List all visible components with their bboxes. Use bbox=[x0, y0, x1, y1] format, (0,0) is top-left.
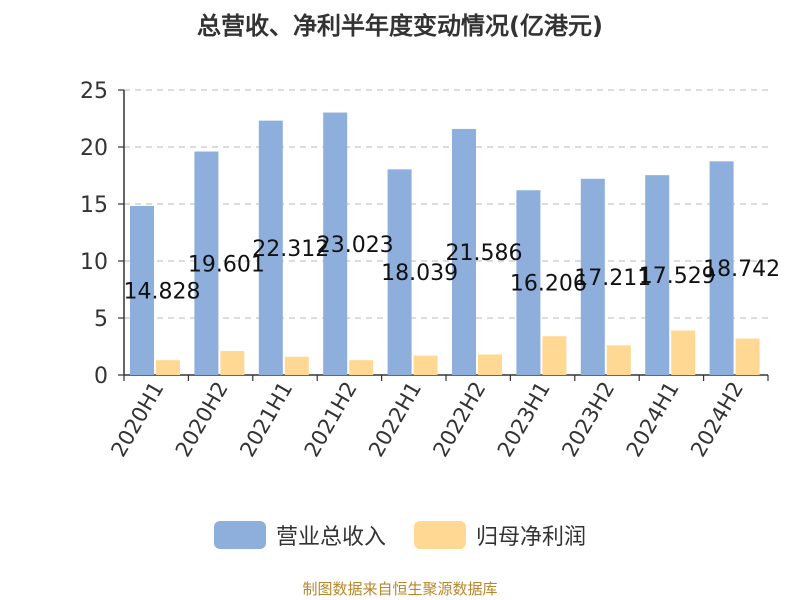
x-tick-label: 2024H2 bbox=[686, 378, 748, 462]
data-label-revenue: 23.023 bbox=[317, 233, 394, 258]
legend-item-net-profit[interactable]: 归母净利润 bbox=[414, 519, 586, 551]
bar-revenue bbox=[258, 120, 283, 376]
y-tick-label: 0 bbox=[94, 364, 108, 389]
data-label-revenue: 16.206 bbox=[510, 272, 587, 297]
data-label-revenue: 19.601 bbox=[188, 252, 265, 277]
bar-net-profit bbox=[284, 356, 309, 375]
bar-net-profit bbox=[478, 354, 502, 375]
bar-revenue bbox=[516, 190, 541, 375]
x-tick-label: 2023H1 bbox=[493, 378, 555, 462]
bar-net-profit bbox=[413, 355, 438, 375]
bar-net-profit bbox=[220, 351, 245, 375]
bar-net-profit bbox=[349, 360, 374, 375]
y-tick-label: 25 bbox=[80, 79, 108, 104]
legend-label-revenue: 营业总收入 bbox=[275, 525, 386, 550]
bar-net-profit bbox=[606, 345, 631, 375]
bar-revenue bbox=[580, 178, 605, 375]
bar-revenue bbox=[709, 161, 734, 375]
bar-revenue bbox=[130, 205, 154, 375]
source-note: 制图数据来自恒生聚源数据库 bbox=[302, 580, 498, 598]
data-label-revenue: 21.586 bbox=[446, 241, 523, 266]
data-label-revenue: 22.312 bbox=[252, 237, 329, 262]
bar-revenue bbox=[323, 112, 348, 375]
y-tick-label: 5 bbox=[94, 307, 108, 332]
y-tick-label: 10 bbox=[80, 250, 108, 275]
bar-net-profit bbox=[542, 336, 567, 375]
data-label-revenue: 14.828 bbox=[124, 279, 201, 304]
legend-swatch-net-profit bbox=[414, 521, 466, 549]
bar-revenue bbox=[387, 169, 412, 375]
legend-item-revenue[interactable]: 营业总收入 bbox=[213, 519, 386, 551]
x-tick-label: 2020H1 bbox=[106, 378, 168, 462]
y-tick-label: 15 bbox=[80, 193, 108, 218]
data-label-revenue: 18.039 bbox=[381, 261, 458, 286]
x-tick-label: 2020H2 bbox=[171, 378, 233, 462]
bar-net-profit bbox=[671, 330, 696, 375]
legend: 营业总收入 归母净利润 bbox=[0, 519, 800, 551]
bar-net-profit bbox=[735, 338, 760, 375]
bar-revenue bbox=[452, 128, 476, 375]
bar-revenue bbox=[194, 151, 219, 375]
x-tick-label: 2022H1 bbox=[364, 378, 426, 462]
x-tick-label: 2021H1 bbox=[235, 378, 297, 462]
bar-revenue bbox=[645, 175, 670, 375]
legend-label-net-profit: 归母净利润 bbox=[476, 525, 587, 550]
x-tick-label: 2024H1 bbox=[622, 378, 684, 462]
y-tick-label: 20 bbox=[80, 136, 108, 161]
data-label-revenue: 18.742 bbox=[703, 257, 780, 282]
data-label-revenue: 17.529 bbox=[639, 264, 716, 289]
x-tick-label: 2023H2 bbox=[557, 378, 619, 462]
legend-swatch-revenue bbox=[213, 521, 266, 549]
data-label-revenue: 17.211 bbox=[574, 266, 651, 291]
x-tick-label: 2022H2 bbox=[428, 378, 490, 462]
bar-net-profit bbox=[156, 360, 180, 375]
chart-title: 总营收、净利半年度变动情况(亿港元) bbox=[197, 12, 603, 40]
x-tick-label: 2021H2 bbox=[300, 378, 362, 462]
